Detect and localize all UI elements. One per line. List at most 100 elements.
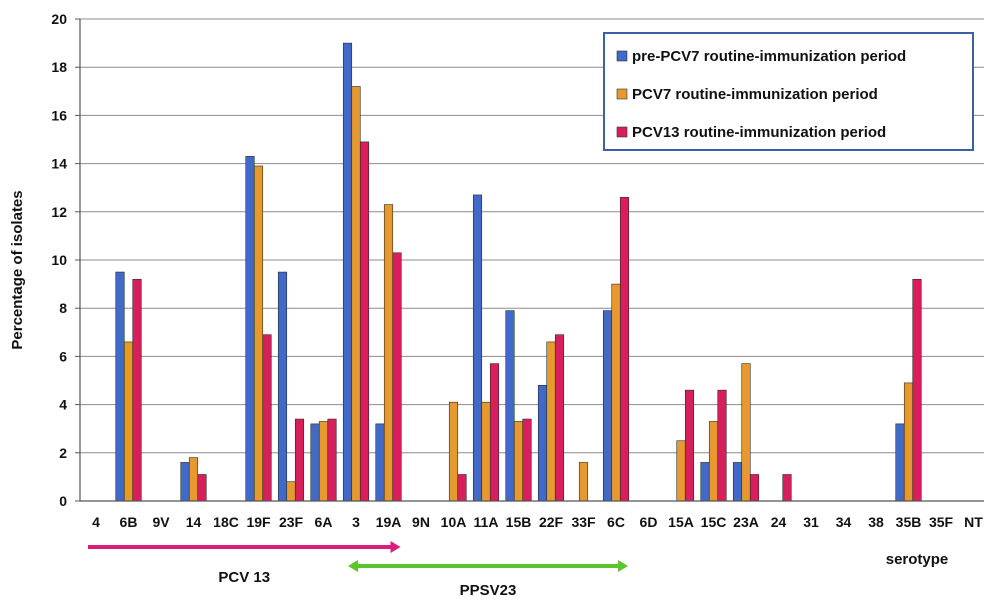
x-tick-label: 15B [506, 514, 532, 530]
y-tick-label: 4 [59, 397, 67, 413]
bar [684, 389, 695, 502]
bar [717, 389, 727, 502]
y-tick-label: 2 [59, 445, 67, 461]
y-tick-label: 16 [51, 107, 67, 123]
y-tick-labels: 0 2 4 6 8 10 12 14 16 18 20 [51, 11, 67, 509]
x-axis-label: serotype [886, 551, 949, 568]
bar [546, 341, 556, 502]
bar [383, 204, 394, 502]
y-tick-label: 18 [51, 59, 67, 75]
legend-swatch-2 [616, 126, 628, 138]
annotation-arrow: PCV 13 [88, 541, 401, 586]
bar [619, 197, 630, 502]
x-tick-label: 11A [474, 514, 499, 530]
gridlines [80, 18, 984, 454]
legend-label-1: PCV7 routine-immunization period [632, 86, 878, 103]
bar [732, 462, 743, 502]
x-tick-label: 31 [803, 514, 819, 530]
annotation-label: PCV 13 [218, 569, 270, 586]
y-tick-label: 10 [51, 252, 67, 268]
bar [537, 385, 548, 502]
bar [392, 252, 402, 502]
bar [294, 418, 305, 502]
x-tick-label: 9N [412, 514, 430, 530]
serotype-group-annotations: PCV 13 PPSV23 [88, 541, 628, 599]
bar [277, 271, 288, 502]
bar [457, 474, 467, 502]
x-tick-label: 24 [771, 514, 787, 530]
arrow-head-left [348, 560, 358, 572]
bar [602, 310, 613, 502]
bar [513, 421, 524, 502]
bar-series [115, 42, 922, 502]
y-tick-label: 8 [59, 300, 67, 316]
x-tick-label: 22F [539, 514, 564, 530]
arrow-head-right [618, 560, 628, 572]
x-tick-label: 19A [376, 514, 402, 530]
bar [318, 421, 329, 502]
bar [245, 156, 255, 502]
bar [741, 363, 751, 502]
y-tick-label: 6 [59, 348, 67, 364]
x-tick-label: 4 [92, 514, 100, 530]
bar [359, 141, 370, 502]
bar [481, 401, 491, 502]
x-tick-label: 3 [352, 514, 360, 530]
x-tick-label: 6A [315, 514, 333, 530]
y-axis-label: Percentage of isolates [9, 190, 26, 349]
bar [132, 278, 142, 502]
bar [522, 418, 532, 502]
bar [253, 165, 264, 502]
legend-label-0: pre-PCV7 routine-immunization period [632, 48, 906, 65]
bar [123, 341, 134, 502]
x-tick-label: NT [964, 514, 983, 530]
bar [351, 86, 361, 502]
bar [708, 421, 719, 502]
legend: pre-PCV7 routine-immunization period PCV… [603, 32, 974, 151]
bar [578, 462, 589, 502]
annotation-arrow: PPSV23 [348, 560, 628, 599]
x-tick-label: 38 [868, 514, 884, 530]
bar [554, 334, 565, 502]
legend-box [603, 32, 974, 151]
x-tick-labels: 4 6B 9V 14 18C 19F 23F 6A 3 19A 9N 10A 11A 15B 22F 33F 6… [92, 514, 983, 530]
x-tick-label: 6B [120, 514, 138, 530]
x-tick-label: 9V [152, 514, 170, 530]
x-tick-label: 35F [929, 514, 954, 530]
bar [342, 42, 353, 502]
y-tick-label: 20 [51, 11, 67, 27]
legend-swatch-0 [616, 50, 628, 62]
x-tick-label: 14 [186, 514, 202, 530]
legend-swatch-1 [616, 88, 628, 100]
x-tick-label: 6D [640, 514, 658, 530]
bar [310, 423, 320, 502]
bar [327, 418, 337, 502]
bar [676, 440, 686, 502]
x-tick-label: 23A [733, 514, 759, 530]
bar [197, 474, 207, 502]
x-tick-label: 34 [836, 514, 852, 530]
x-tick-label: 23F [279, 514, 304, 530]
annotation-label: PPSV23 [460, 582, 517, 596]
y-tick-label: 14 [51, 156, 67, 172]
bar [115, 271, 125, 502]
bar [903, 382, 914, 502]
bar [700, 462, 710, 502]
bar [749, 474, 760, 502]
y-tick-label: 12 [51, 204, 67, 220]
x-tick-label: 6C [607, 514, 625, 530]
bar [472, 194, 483, 502]
x-tick-label: 18C [213, 514, 239, 530]
x-tick-label: 15C [701, 514, 727, 530]
bar [611, 283, 621, 502]
x-tick-label: 15A [668, 514, 694, 530]
bar [448, 401, 459, 502]
bar [286, 481, 296, 502]
arrow-head-right [390, 541, 401, 553]
bar [895, 423, 905, 502]
bar [489, 363, 500, 502]
x-tick-label: 19F [246, 514, 271, 530]
bar [912, 278, 922, 502]
